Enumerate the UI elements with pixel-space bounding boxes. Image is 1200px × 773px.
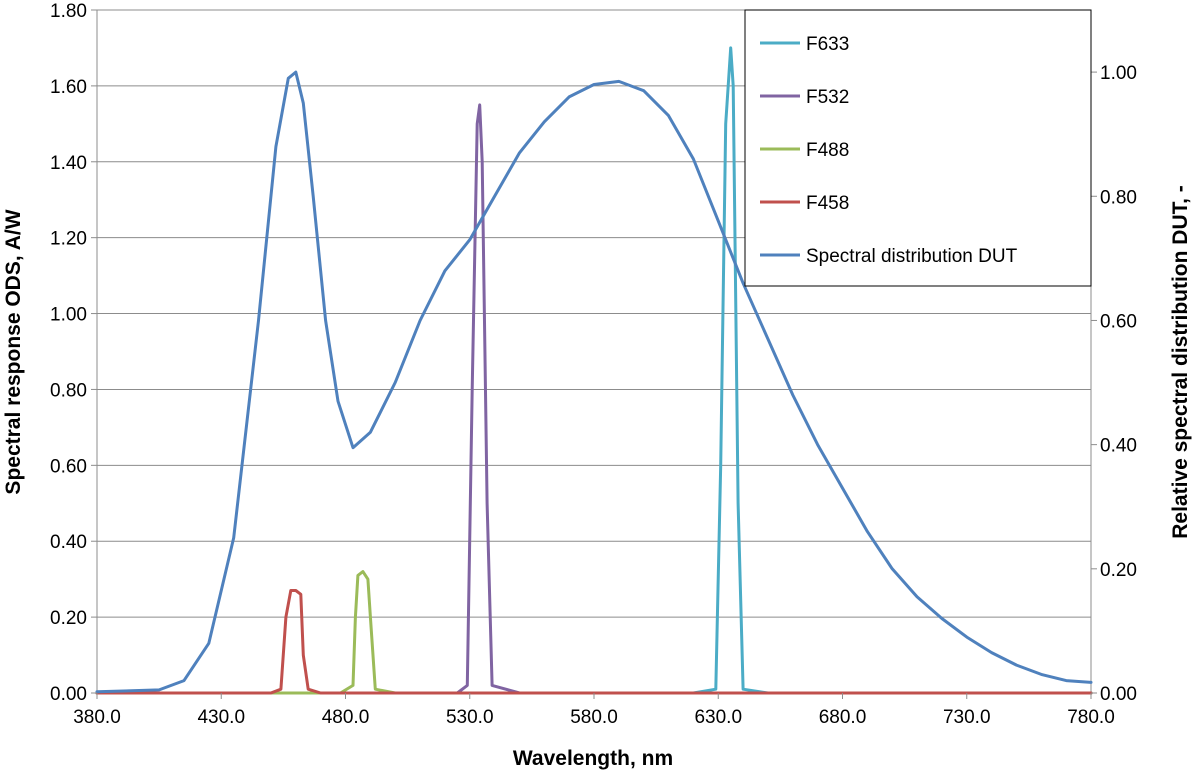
y-tick-label: 1.40 — [50, 153, 87, 174]
x-tick-label: 730.0 — [943, 707, 991, 728]
y2-tick-label: 1.00 — [1100, 63, 1137, 84]
y2-tick-label: 0.20 — [1100, 560, 1137, 581]
y2-tick-label: 0.60 — [1100, 311, 1137, 332]
x-tick-label: 530.0 — [446, 707, 494, 728]
legend-label-f532: F532 — [806, 87, 849, 108]
x-tick-label: 380.0 — [73, 707, 121, 728]
series-line-spectral-distribution-dut — [95, 70, 1093, 694]
y2-tick-label: 0.40 — [1100, 436, 1137, 457]
x-tick-label: 580.0 — [570, 707, 618, 728]
x-tick-label: 680.0 — [819, 707, 867, 728]
y-tick-label: 0.20 — [50, 608, 87, 629]
series-line-f458 — [95, 589, 1093, 695]
y-axis-right-title: Relative spectral distribution DUT, - — [1169, 185, 1192, 539]
x-axis-title: Wavelength, nm — [513, 747, 673, 770]
y-tick-label: 1.00 — [50, 305, 87, 326]
x-tick-label: 480.0 — [322, 707, 370, 728]
series-line-f488 — [95, 570, 1093, 695]
x-tick-label: 630.0 — [694, 707, 742, 728]
y-axis-right-ticks: 0.00 0.20 0.40 0.60 0.80 1.00 — [1091, 63, 1137, 705]
legend-label-f458: F458 — [806, 193, 849, 214]
y2-tick-label: 0.00 — [1100, 684, 1137, 705]
legend-box — [744, 9, 1092, 287]
y-tick-label: 0.00 — [50, 684, 87, 705]
series-line-f633 — [95, 46, 1093, 695]
y-tick-label: 1.80 — [50, 1, 87, 22]
x-tick-label: 780.0 — [1067, 707, 1115, 728]
y-tick-label: 0.60 — [50, 456, 87, 477]
y-axis-left-ticks: 0.00 0.20 0.40 0.60 0.80 1.00 1.20 1.40 1.60 1.80 — [50, 1, 97, 705]
x-axis-ticks: 380.0 430.0 480.0 530.0 580.0 630.0 680.0 730.0… — [73, 693, 1115, 728]
series-line-f532 — [95, 103, 1093, 695]
legend-label-f633: F633 — [806, 34, 849, 55]
series-layer — [95, 46, 1093, 695]
legend-label-spectral-distribution-dut: Spectral distribution DUT — [806, 246, 1018, 267]
legend: F633 F532 F488 F458 Spectral distribution DU… — [744, 9, 1092, 287]
legend-label-f488: F488 — [806, 140, 849, 161]
x-tick-label: 430.0 — [197, 707, 245, 728]
y-tick-label: 0.80 — [50, 380, 87, 401]
y-tick-label: 0.40 — [50, 532, 87, 553]
y-tick-label: 1.20 — [50, 229, 87, 250]
y-tick-label: 1.60 — [50, 77, 87, 98]
y-axis-left-title: Spectral response ODS, A/W — [2, 209, 25, 494]
y2-tick-label: 0.80 — [1100, 187, 1137, 208]
